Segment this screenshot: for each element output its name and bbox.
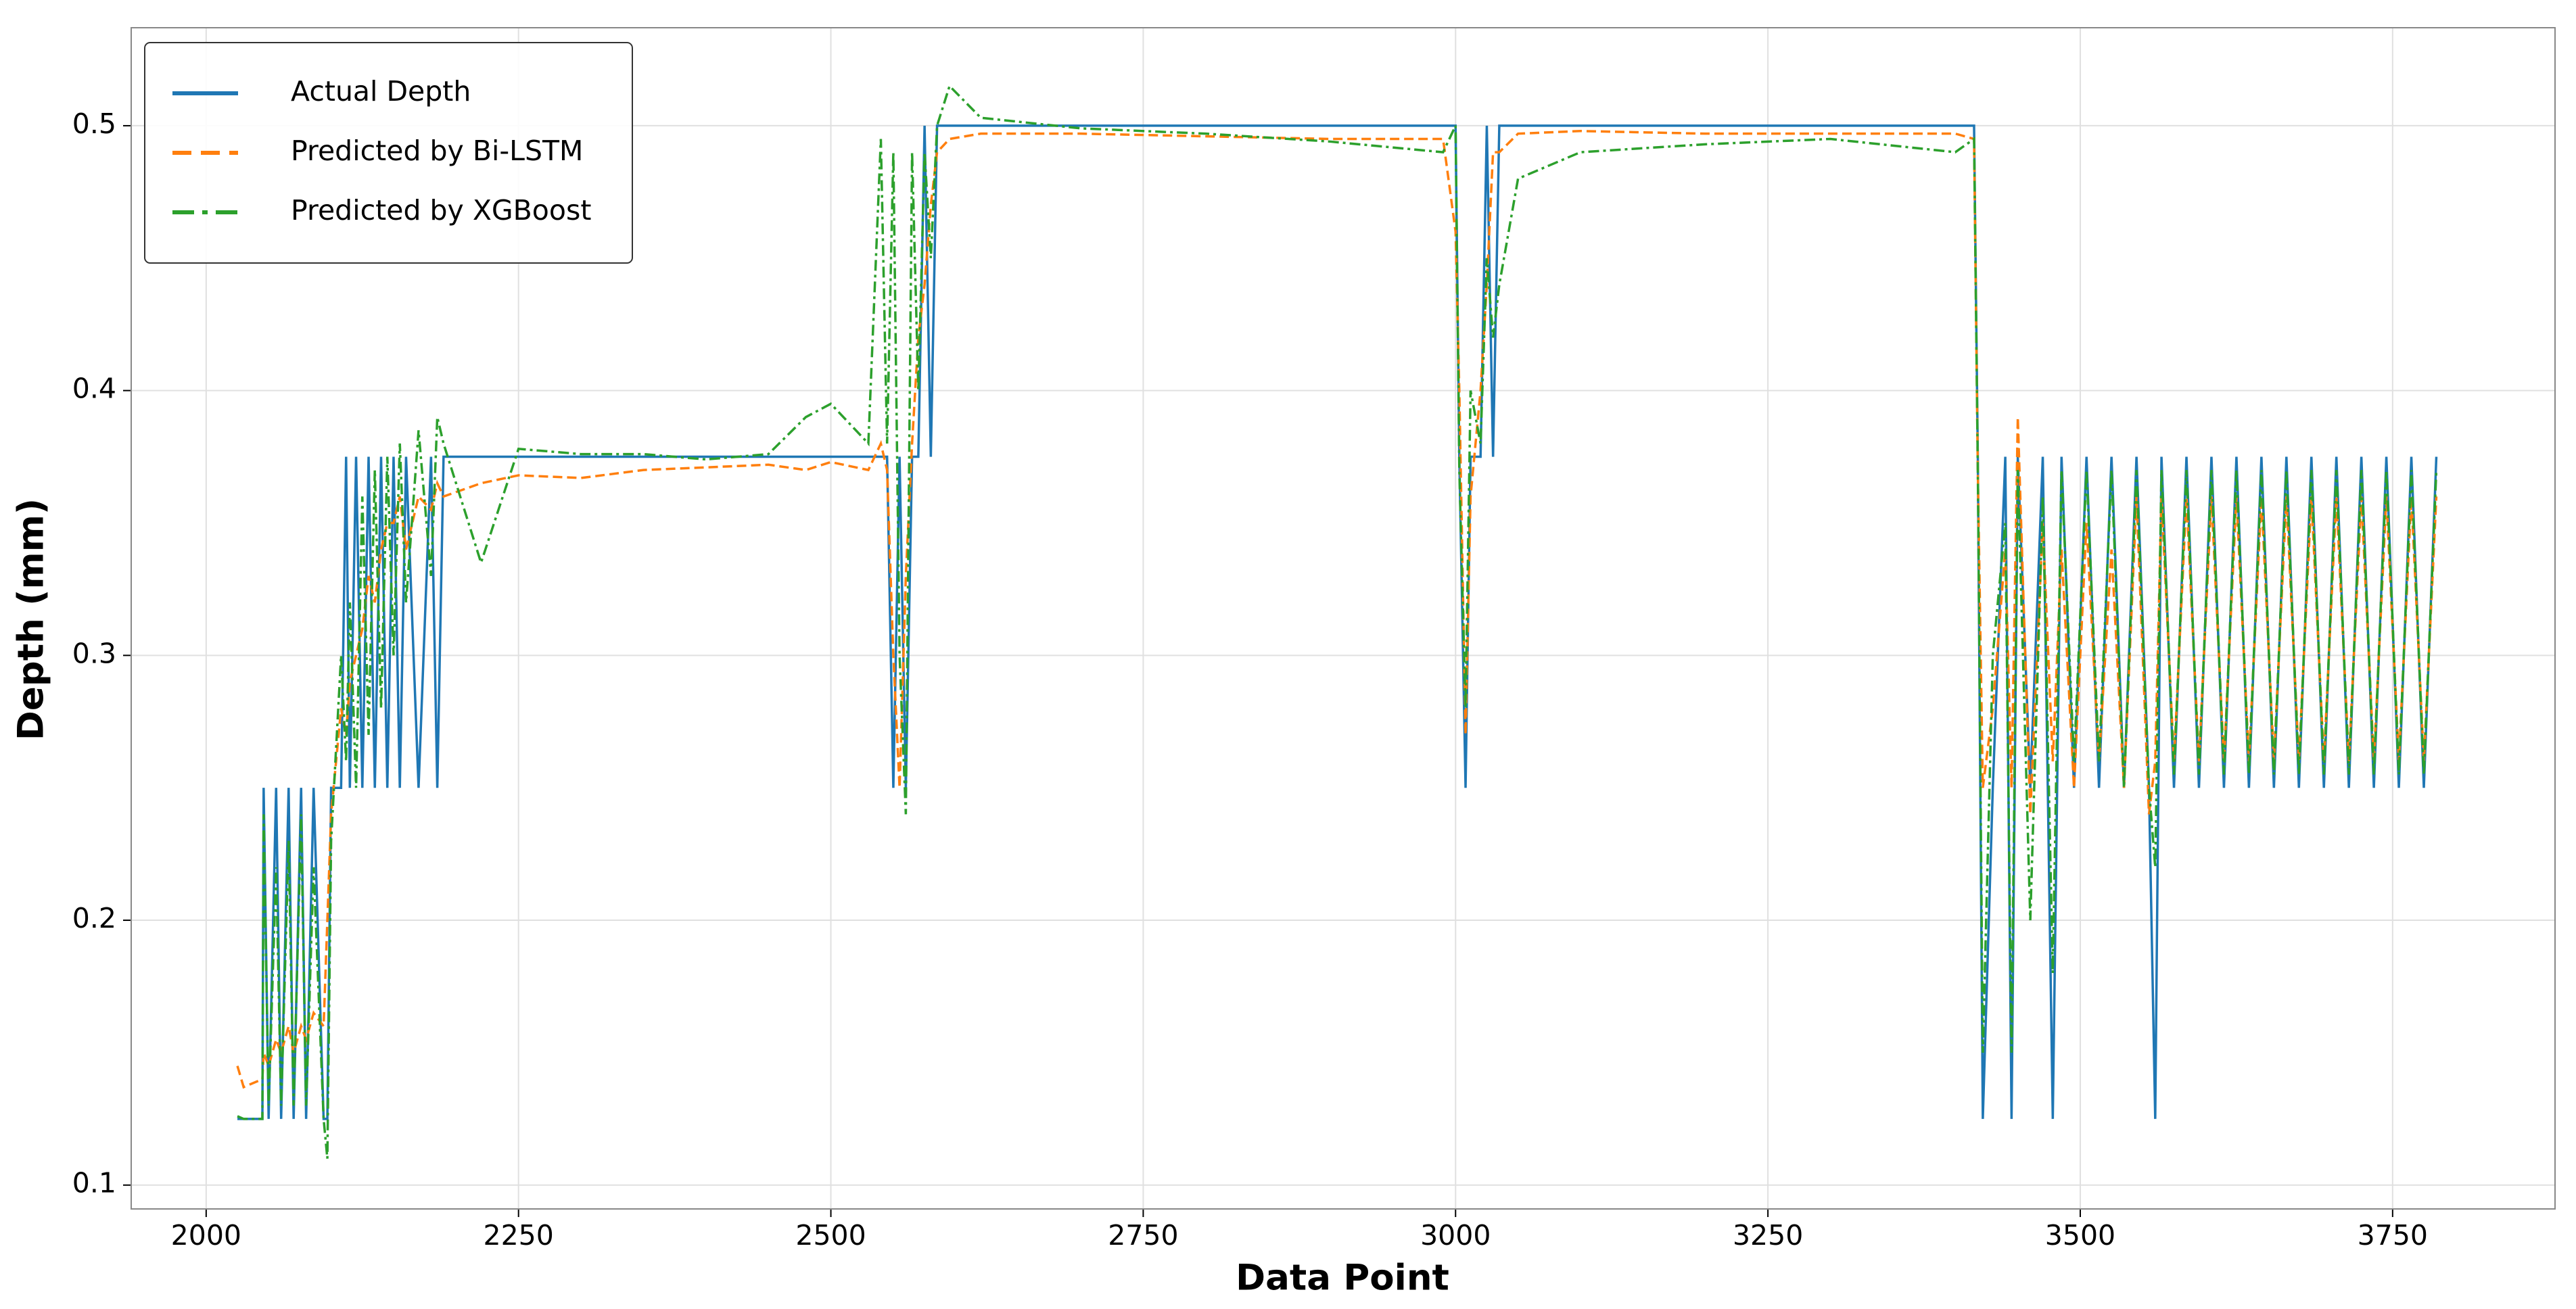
y-tick-label: 0.1 — [72, 1167, 116, 1199]
x-tick-label: 3000 — [1420, 1219, 1491, 1252]
legend: Actual Depth Predicted by Bi-LSTM Predicte… — [144, 42, 633, 264]
legend-box — [144, 42, 633, 264]
legend-label: Predicted by Bi-LSTM — [291, 135, 583, 167]
legend-label: Predicted by XGBoost — [291, 194, 591, 227]
y-tick-label: 0.2 — [72, 902, 116, 934]
x-tick-label: 2750 — [1108, 1219, 1178, 1252]
x-axis-label: Data Point — [1236, 1258, 1449, 1299]
legend-label: Actual Depth — [291, 75, 471, 108]
x-tick-label: 3500 — [2045, 1219, 2115, 1252]
x-tick-label: 3750 — [2358, 1219, 2428, 1252]
series-line — [237, 83, 2438, 1159]
plot-frame — [131, 27, 2556, 1210]
y-axis-label: Depth (mm) — [11, 498, 52, 740]
x-tick-label: 2250 — [484, 1219, 554, 1252]
y-tick-label: 0.4 — [72, 373, 116, 405]
x-tick-label: 2000 — [171, 1219, 241, 1252]
y-tick-label: 0.5 — [72, 108, 116, 140]
x-tick-label: 2500 — [795, 1219, 866, 1252]
y-tick-label: 0.3 — [72, 637, 116, 669]
x-tick-label: 3250 — [1733, 1219, 1803, 1252]
